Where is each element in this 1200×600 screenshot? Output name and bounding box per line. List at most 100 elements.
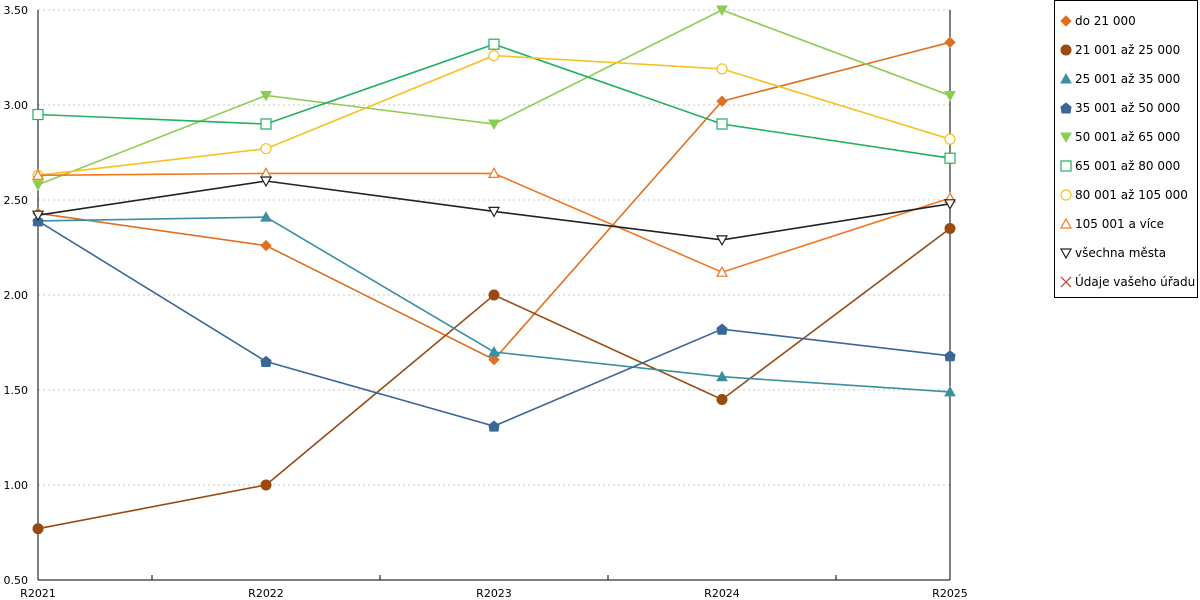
y-tick-label: 2.00: [4, 289, 29, 302]
legend-item: do 21 000: [1055, 6, 1199, 35]
data-point: [488, 345, 500, 357]
data-point: [716, 118, 728, 130]
legend: do 21 000 21 001 až 25 000 25 001 až 35 00…: [1054, 0, 1198, 298]
series-7: [31, 167, 957, 277]
data-point: [716, 63, 728, 75]
data-point: [260, 355, 272, 367]
legend-marker-icon: [1059, 248, 1073, 260]
data-point: [32, 180, 44, 191]
series-2: [32, 211, 956, 397]
legend-item: 65 001 až 80 000: [1055, 151, 1199, 180]
data-point: [488, 420, 500, 432]
x-tick-label: R2022: [248, 587, 284, 600]
data-point: [488, 38, 500, 50]
axes: 0.50 1.00 1.50 2.00 2.50 3.00 3.50 R2021 R2022 R2…: [4, 4, 968, 600]
legend-marker-icon: [1060, 102, 1072, 114]
data-point: [488, 119, 500, 131]
legend-label: 21 001 až 25 000: [1075, 43, 1181, 57]
legend-marker-icon: [1060, 15, 1072, 27]
legend-label: 65 001 až 80 000: [1075, 159, 1181, 173]
data-point: [944, 36, 956, 49]
data-point: [716, 370, 728, 382]
data-point: [715, 235, 729, 247]
data-point: [944, 152, 956, 164]
data-point: [260, 479, 272, 491]
data-point: [31, 169, 45, 180]
legend-item: 50 001 až 65 000: [1055, 122, 1199, 151]
legend-marker-icon: [1060, 132, 1072, 144]
legend-marker-icon: [1060, 160, 1072, 172]
data-point: [716, 5, 728, 17]
y-tick-label: 3.50: [4, 4, 29, 17]
y-tick-label: 1.00: [4, 479, 29, 492]
data-point: [260, 239, 272, 252]
data-point: [715, 265, 729, 277]
data-point: [944, 385, 956, 397]
legend-item: 80 001 až 105 000: [1055, 180, 1199, 209]
data-point: [944, 91, 956, 102]
series-line: [37, 43, 951, 159]
data-point: [260, 211, 272, 222]
legend-marker-icon: [1060, 72, 1072, 84]
series-4: [32, 5, 956, 191]
y-tick-label: 1.50: [4, 384, 29, 397]
legend-item: Údaje vašeho úřadu: [1055, 267, 1199, 296]
data-point: [260, 91, 272, 102]
data-point: [716, 394, 728, 405]
data-point: [32, 108, 44, 121]
line-chart: 0.50 1.00 1.50 2.00 2.50 3.00 3.50 R2021 R2022 R2…: [4, 4, 968, 600]
legend-item: 35 001 až 50 000: [1055, 93, 1199, 122]
legend-label: 25 001 až 35 000: [1075, 72, 1181, 86]
legend-item: 21 001 až 25 000: [1055, 35, 1199, 64]
y-tick-label: 3.00: [4, 99, 29, 112]
data-point: [488, 289, 500, 301]
legend-label: 80 001 až 105 000: [1075, 188, 1188, 202]
x-tick-label: R2024: [704, 587, 740, 600]
data-point: [944, 223, 956, 234]
data-point: [488, 353, 500, 366]
data-point: [487, 206, 501, 218]
series-line: [37, 41, 951, 361]
data-point: [716, 323, 728, 335]
data-point: [488, 49, 500, 62]
legend-item: 105 001 a více: [1055, 209, 1199, 238]
data-point: [944, 350, 956, 362]
data-point: [487, 167, 501, 178]
data-point: [31, 210, 45, 222]
series-layer: [31, 5, 957, 535]
y-tick-label: 2.50: [4, 194, 29, 207]
legend-label: 50 001 až 65 000: [1075, 130, 1181, 144]
data-point: [260, 118, 272, 130]
legend-label: všechna města: [1075, 246, 1167, 260]
series-6: [32, 49, 956, 181]
series-0: [32, 36, 956, 366]
legend-label: 35 001 až 50 000: [1075, 101, 1181, 115]
legend-marker-icon: [1060, 44, 1072, 56]
legend-marker-icon: [1059, 217, 1073, 229]
series-1: [32, 223, 956, 535]
legend-label: 105 001 a více: [1075, 217, 1165, 231]
legend-marker-icon: [1060, 189, 1072, 201]
data-point: [944, 133, 956, 145]
legend-label: do 21 000: [1075, 14, 1136, 28]
legend-item: všechna města: [1055, 238, 1199, 267]
series-3: [32, 215, 956, 432]
y-tick-label: 0.50: [4, 574, 29, 587]
data-point: [716, 95, 728, 107]
series-line: [37, 54, 951, 177]
grid-lines: [38, 9, 950, 486]
series-line: [37, 172, 951, 274]
legend-item: 25 001 až 35 000: [1055, 64, 1199, 93]
series-line: [37, 227, 951, 530]
series-line: [37, 220, 951, 427]
series-5: [32, 38, 956, 164]
data-point: [943, 199, 957, 211]
data-point: [260, 143, 272, 155]
data-point: [32, 523, 44, 535]
legend-label: Údaje vašeho úřadu: [1075, 275, 1196, 289]
data-point: [259, 176, 273, 188]
legend-marker-icon: [1060, 276, 1072, 288]
x-tick-label: R2025: [932, 587, 968, 600]
x-tick-label: R2021: [20, 587, 56, 600]
x-tick-label: R2023: [476, 587, 512, 600]
